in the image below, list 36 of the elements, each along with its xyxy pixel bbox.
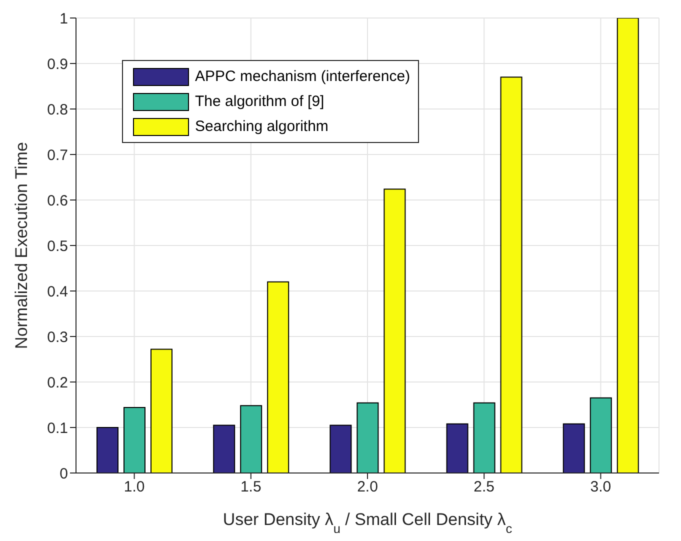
y-axis-title: Normalized Execution Time xyxy=(12,142,32,349)
y-tick-label: 0.4 xyxy=(47,283,68,300)
x-axis-title: User Density λ$_{u}$ / Small Cell Density λ$_{c}$ xyxy=(222,510,513,536)
bar xyxy=(500,76,522,473)
x-tick-label: 2.0 xyxy=(357,478,378,496)
y-tick-label: 0 xyxy=(60,465,68,482)
x-tick-label: 1.5 xyxy=(240,478,262,496)
bar xyxy=(123,406,146,473)
x-tick-label: 3.0 xyxy=(590,478,612,496)
x-tick-label: 2.5 xyxy=(474,478,495,496)
bar xyxy=(446,423,468,473)
legend-label: APPC mechanism (interference) xyxy=(195,67,410,87)
bar xyxy=(213,424,236,473)
y-tick-label: 0.7 xyxy=(47,146,68,164)
bar xyxy=(356,402,379,473)
legend-label: The algorithm of [9] xyxy=(195,92,324,112)
bar xyxy=(150,348,172,473)
y-tick-label: 0.6 xyxy=(47,192,68,210)
y-tick-label: 0.8 xyxy=(47,101,68,118)
bar xyxy=(96,427,118,473)
y-tick-label: 0.2 xyxy=(47,374,68,392)
bar xyxy=(616,18,639,473)
y-tick-label: 0.9 xyxy=(47,56,68,73)
x-tick-label: 1.0 xyxy=(124,478,145,496)
y-tick-label: 0.1 xyxy=(47,420,68,437)
legend-label: Searching algorithm xyxy=(195,117,328,137)
bar xyxy=(590,397,612,473)
bar xyxy=(384,188,406,473)
y-tick-label: 0.5 xyxy=(47,238,68,255)
bar xyxy=(267,281,290,473)
bar xyxy=(240,405,262,473)
y-tick-label: 1 xyxy=(60,10,68,28)
bar xyxy=(330,424,352,473)
y-tick-label: 0.3 xyxy=(47,328,68,346)
bar xyxy=(473,402,496,473)
bar xyxy=(562,423,585,473)
